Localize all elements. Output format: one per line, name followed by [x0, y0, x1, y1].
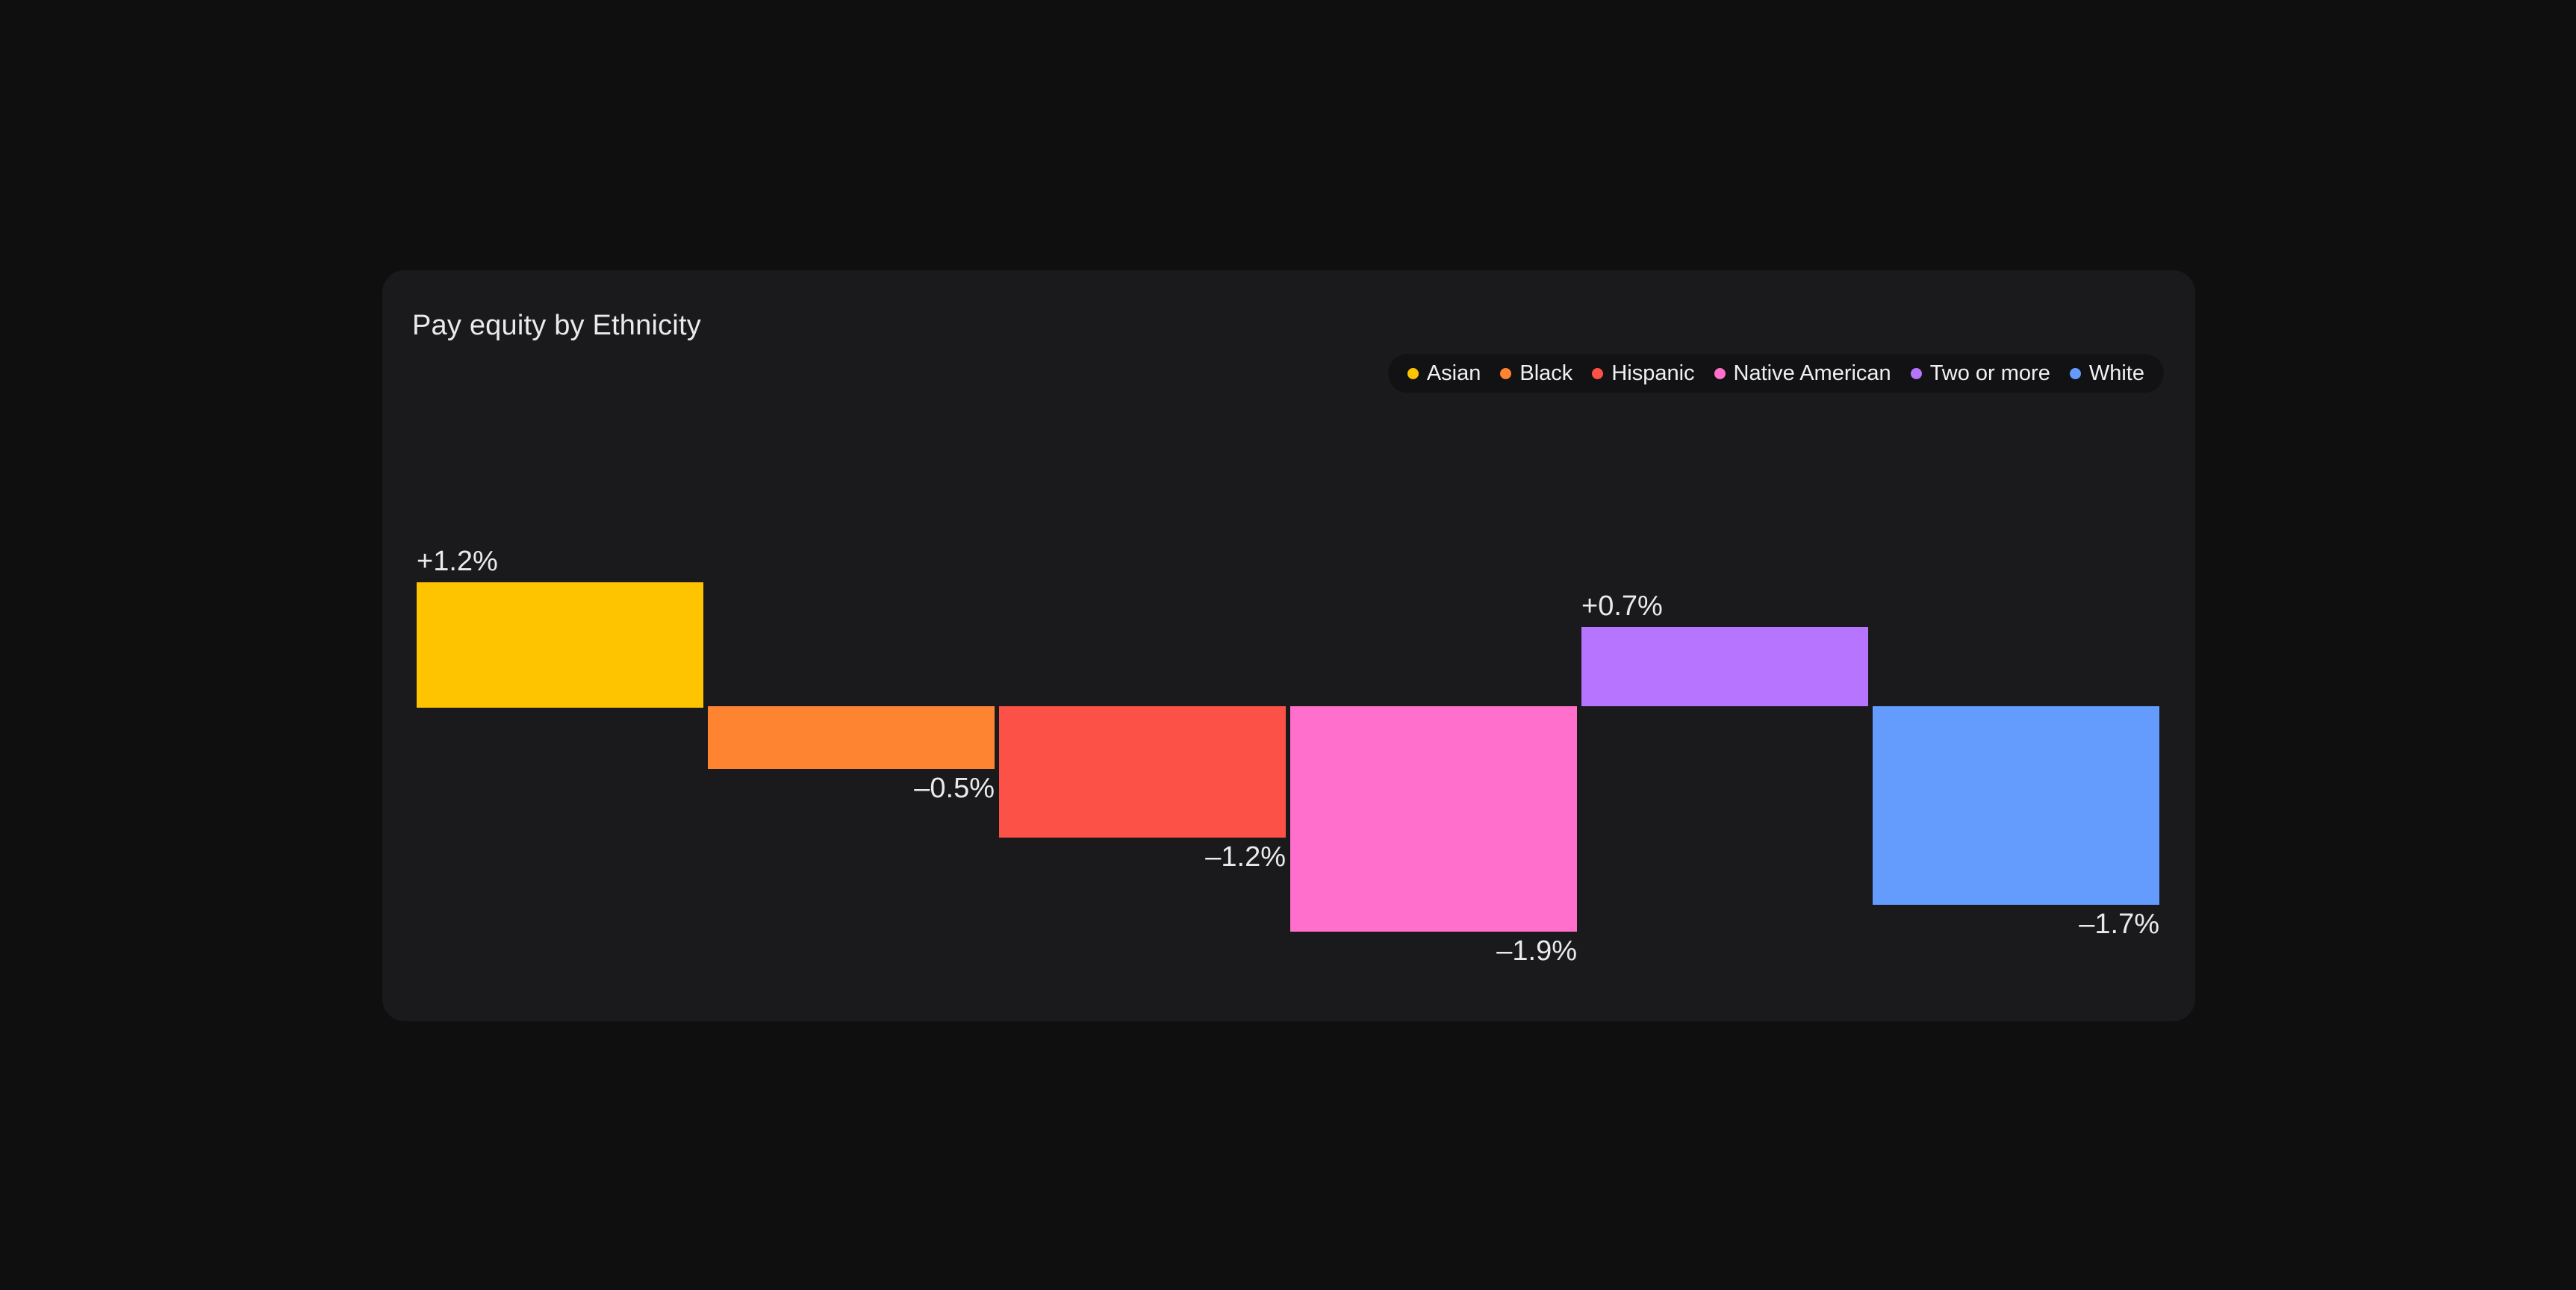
- legend-item-label: Hispanic: [1611, 361, 1695, 385]
- chart-card: Pay equity by Ethnicity Asian Black Hispan…: [382, 270, 2195, 1021]
- legend-item-label: Asian: [1426, 361, 1481, 385]
- legend-item-label: Black: [1519, 361, 1573, 385]
- legend-swatch-icon: [1714, 367, 1726, 379]
- bar-value-label: +1.2%: [417, 546, 498, 577]
- chart-legend: Asian Black Hispanic Native American Two or …: [1387, 354, 2164, 393]
- bar-black[interactable]: –0.5%: [708, 706, 995, 804]
- legend-item-label: Two or more: [1929, 361, 2050, 385]
- bar-white[interactable]: –1.7%: [1873, 706, 2159, 940]
- legend-swatch-icon: [1592, 367, 1604, 379]
- legend-item-native-american[interactable]: Native American: [1714, 362, 1891, 384]
- chart-plot-area: +1.2% –0.5% –1.2% –1.9% +0.7% –1.7%: [382, 270, 2195, 1021]
- bar-value-label: –1.2%: [1205, 841, 1286, 873]
- legend-swatch-icon: [2069, 367, 2081, 379]
- bar-native-american[interactable]: –1.9%: [1290, 706, 1577, 967]
- legend-item-label: White: [2088, 361, 2144, 385]
- bar-value-label: –1.9%: [1496, 935, 1577, 967]
- legend-swatch-icon: [1407, 367, 1419, 379]
- legend-item-two-or-more[interactable]: Two or more: [1910, 361, 2050, 385]
- bar-value-label: –1.7%: [2079, 909, 2159, 940]
- legend-item-asian[interactable]: Asian: [1407, 362, 1481, 384]
- bar-hispanic[interactable]: –1.2%: [999, 706, 1286, 873]
- legend-item-label: Native American: [1733, 361, 1891, 385]
- legend-swatch-icon: [1500, 367, 1512, 379]
- bar-value-label: +0.7%: [1581, 591, 1663, 622]
- bar-value-label: –0.5%: [914, 773, 995, 804]
- legend-swatch-icon: [1910, 367, 1922, 379]
- legend-item-hispanic[interactable]: Hispanic: [1592, 361, 1695, 385]
- bar-two-or-more[interactable]: +0.7%: [1581, 591, 1868, 706]
- bar-asian[interactable]: +1.2%: [417, 546, 703, 708]
- page-title: Pay equity by Ethnicity: [412, 310, 701, 341]
- legend-item-black[interactable]: Black: [1500, 362, 1572, 384]
- legend-item-white[interactable]: White: [2069, 361, 2144, 385]
